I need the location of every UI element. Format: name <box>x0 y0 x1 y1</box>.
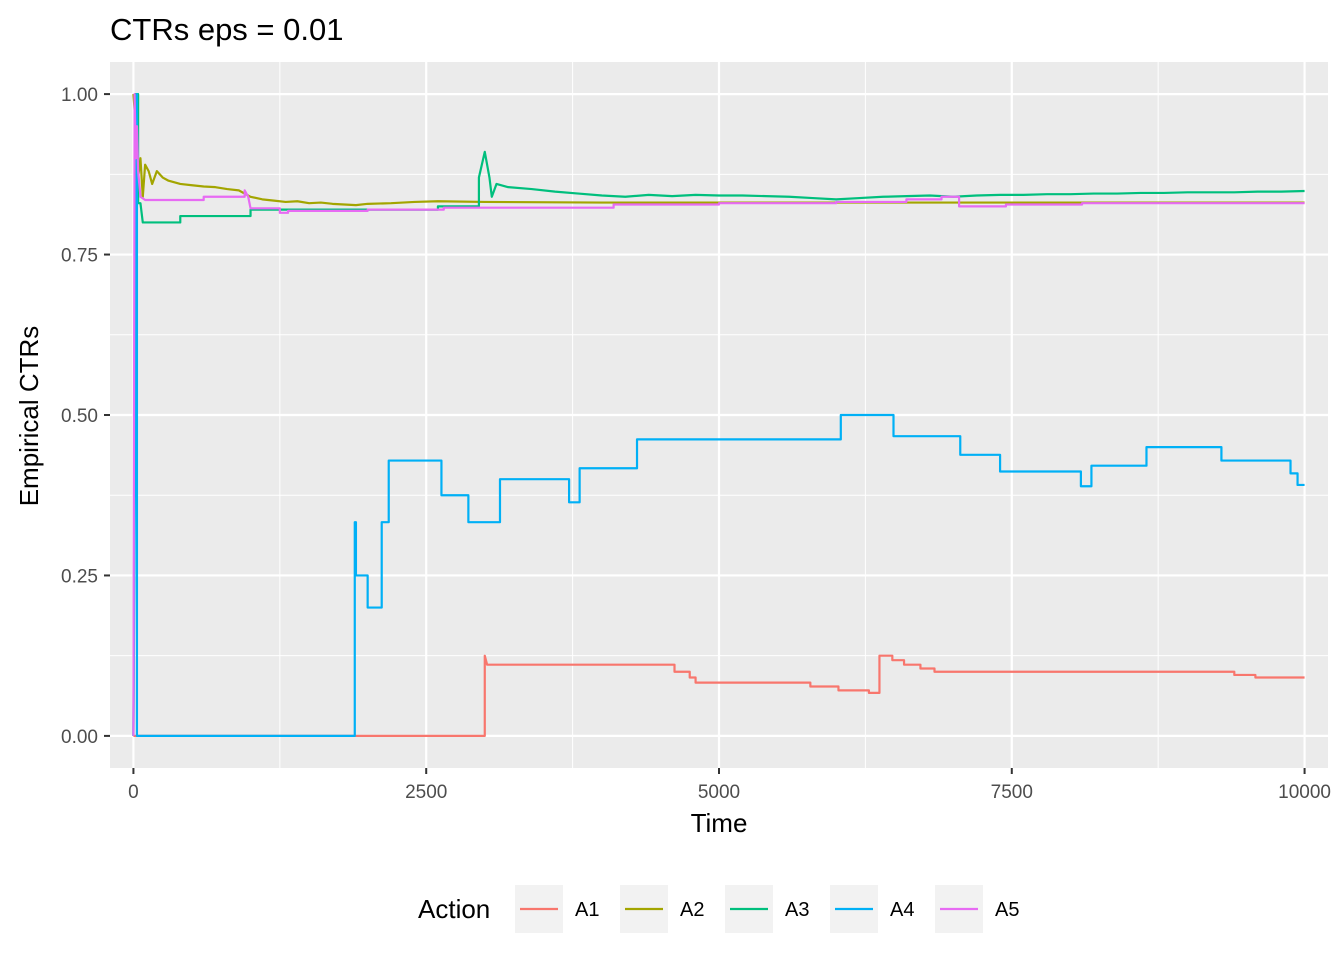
x-axis: 0 2500 5000 7500 10000 <box>128 768 1331 803</box>
x-tick-label: 2500 <box>405 782 447 803</box>
legend-label: A5 <box>995 899 1019 921</box>
legend-item-a3: A3 <box>725 885 809 933</box>
chart-title: CTRs eps = 0.01 <box>110 12 343 47</box>
y-tick-label: 0.00 <box>61 727 98 748</box>
series-line-a5 <box>132 92 1305 736</box>
y-tick-label: 1.00 <box>61 85 98 106</box>
y-tick-label: 0.50 <box>61 406 98 427</box>
legend-item-a5: A5 <box>935 885 1019 933</box>
y-axis: 0.00 0.25 0.50 0.75 1.00 <box>61 85 110 748</box>
x-tick-label: 5000 <box>698 782 740 803</box>
legend-item-a2: A2 <box>620 885 704 933</box>
legend-item-a1: A1 <box>515 885 599 933</box>
y-axis-title: Empirical CTRs <box>14 326 44 507</box>
legend-label: A2 <box>680 899 704 921</box>
series-line-a4 <box>132 92 1305 738</box>
legend-label: A3 <box>785 899 809 921</box>
series-line-a2 <box>132 94 1305 207</box>
x-tick-label: 0 <box>128 782 139 803</box>
legend-item-a4: A4 <box>830 885 914 933</box>
legend: Action A1 A2 A3 A4 A5 <box>418 885 1019 933</box>
y-tick-label: 0.75 <box>61 246 98 267</box>
y-tick-label: 0.25 <box>61 566 98 587</box>
legend-title: Action <box>418 894 490 924</box>
x-axis-title: Time <box>691 808 748 838</box>
legend-label: A1 <box>575 899 599 921</box>
series-line-a3 <box>132 92 1305 736</box>
series-layer <box>132 92 1305 738</box>
series-line-a1 <box>133 654 1305 738</box>
legend-label: A4 <box>890 899 914 921</box>
x-tick-label: 10000 <box>1278 782 1331 803</box>
x-tick-label: 7500 <box>991 782 1033 803</box>
